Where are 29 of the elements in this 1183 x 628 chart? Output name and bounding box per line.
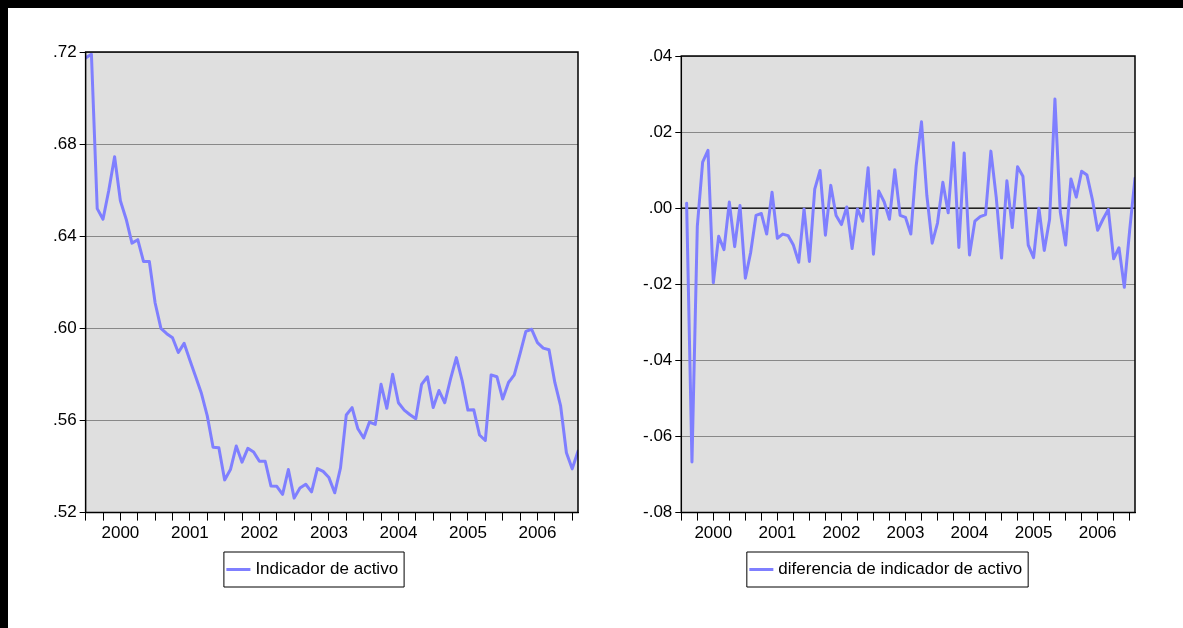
- y-tick-label: .04: [648, 45, 673, 65]
- y-tick-label: -.04: [643, 350, 673, 370]
- x-tick-label: 2004: [950, 523, 989, 543]
- x-tick-label: 2001: [758, 523, 797, 543]
- legend-label: diferencia de indicador de activo: [778, 559, 1023, 579]
- y-tick-label: .64: [52, 225, 77, 245]
- y-tick-label: .02: [648, 121, 673, 141]
- x-tick-label: 2002: [822, 523, 861, 543]
- y-tick-label: -.06: [643, 426, 673, 446]
- y-tick-label: -.02: [643, 273, 673, 293]
- y-tick-label: .60: [52, 318, 77, 338]
- x-tick-label: 2006: [1078, 523, 1117, 543]
- x-tick-label: 2001: [170, 523, 209, 543]
- y-tick-label: .72: [52, 41, 77, 61]
- x-tick-label: 2000: [101, 523, 140, 543]
- y-tick-label: -.08: [643, 502, 673, 522]
- x-tick-label: 2003: [886, 523, 925, 543]
- x-tick-label: 2004: [379, 523, 418, 543]
- x-tick-label: 2000: [694, 523, 733, 543]
- x-tick-label: 2005: [449, 523, 487, 543]
- y-tick-label: .56: [52, 410, 77, 430]
- x-tick-label: 2005: [1014, 523, 1053, 543]
- x-tick-label: 2002: [240, 523, 279, 543]
- y-tick-label: .52: [52, 502, 77, 522]
- y-tick-label: .68: [52, 133, 77, 153]
- x-tick-label: 2006: [518, 523, 557, 543]
- legend-label: Indicador de activo: [255, 559, 399, 579]
- x-tick-label: 2003: [310, 523, 348, 543]
- y-tick-label: .00: [648, 197, 673, 217]
